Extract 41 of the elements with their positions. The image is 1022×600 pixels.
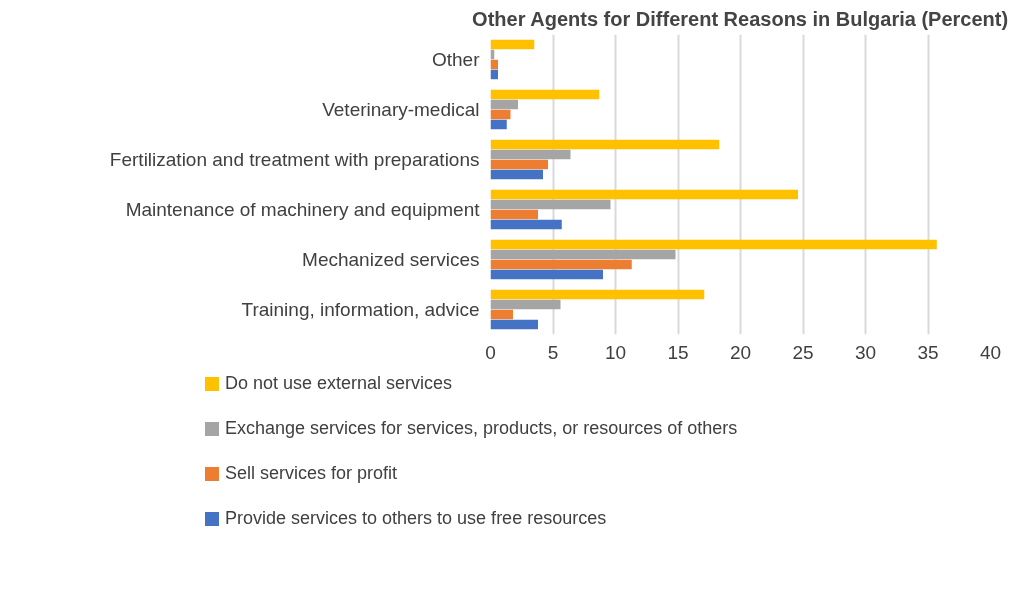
bar (490, 239, 937, 250)
x-tick-label: 40 (979, 341, 1002, 363)
x-tick-label: 5 (547, 341, 559, 363)
y-tick-label: Fertilization and treatment with preparations (109, 149, 480, 170)
bar (490, 249, 676, 260)
bar (490, 319, 538, 330)
chart-title: Other Agents for Different Reasons in Bulgaria (Percent) (472, 7, 1009, 30)
bar (490, 209, 538, 220)
bar (490, 119, 507, 130)
y-tick-label: Mechanized services (302, 249, 480, 270)
x-tick-label: 30 (854, 341, 877, 363)
legend-label: Exchange services for services, products, or resources of others (225, 416, 738, 440)
y-tick-label: Veterinary-medical (322, 99, 480, 120)
bar (490, 109, 511, 120)
bar (490, 159, 548, 170)
bar (490, 89, 600, 100)
x-tick-label: 35 (917, 341, 939, 363)
bar (490, 309, 513, 320)
bar (490, 169, 543, 180)
legend-label: Sell services for profit (225, 461, 398, 485)
x-tick-label: 0 (485, 341, 496, 363)
bar (490, 189, 798, 200)
x-tick-label: 15 (667, 341, 689, 363)
bar (490, 289, 705, 300)
bar (490, 39, 535, 50)
x-tick-label: 20 (729, 341, 752, 363)
bar (490, 149, 571, 160)
bar (490, 259, 632, 270)
y-tick-label: Training, information, advice (241, 299, 480, 320)
bar (490, 269, 603, 280)
y-tick-label: Maintenance of machinery and equipment (125, 199, 481, 220)
x-tick-label: 25 (792, 341, 814, 363)
legend-label: Do not use external services (225, 371, 453, 395)
y-tick-label: Other (431, 49, 481, 70)
bar (490, 299, 561, 310)
bar (490, 99, 518, 110)
bar (490, 199, 611, 210)
bar (490, 139, 720, 150)
legend-label: Provide services to others to use free resources (225, 506, 607, 530)
bar (490, 219, 562, 230)
x-tick-label: 10 (604, 341, 627, 363)
